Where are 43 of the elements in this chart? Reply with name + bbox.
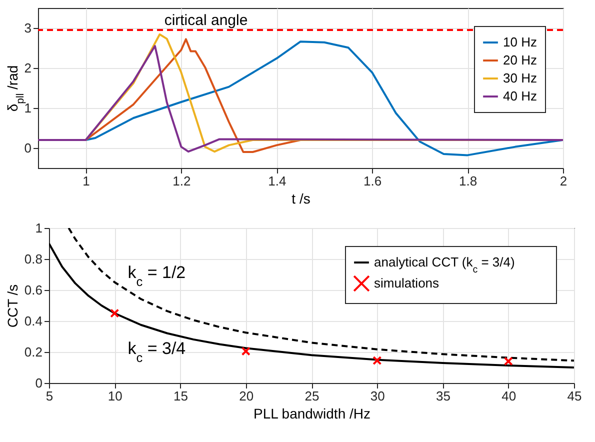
annotation: k$_{c}$ = 1/2 [128,262,186,288]
legend-label: 10 Hz [503,34,537,50]
line-series [49,242,574,368]
x-tick-label: 15 [174,388,188,404]
y-tick-label: 0.4 [24,314,42,328]
x-tick-label: 2 [560,174,568,188]
legend-label: 40 Hz [503,88,537,104]
x-tick-label: 40 [502,388,516,404]
x-axis-title: PLL bandwidth /Hz [254,406,370,422]
x-tick-label: 45 [567,388,582,404]
legend-label: analytical CCT (k$_{c}$ = 3/4) [374,254,515,275]
point [110,308,120,318]
y-tick-label: 0.2 [24,344,42,360]
x-tick-label: 35 [436,388,450,404]
y-tick-label: 0.6 [24,282,42,298]
point [241,346,250,356]
point [372,356,382,366]
x-tick-label: 20 [239,388,254,404]
y-tick-label: 0 [35,376,42,390]
legend-label: simulations [374,276,440,290]
y-tick-label: 3 [24,20,32,36]
x-tick-label: 1 [82,174,90,188]
line-series [68,228,574,362]
x-tick-label: 30 [370,388,385,404]
x-axis-title: t /s [292,190,310,206]
legend-label: 30 Hz [503,70,537,86]
y-axis-title: CCT /s [4,284,20,328]
y-tick-label: 0 [24,140,32,156]
y-tick-label: 2 [24,60,32,76]
x-tick-label: 1.6 [364,174,382,188]
y-tick-label: 1 [24,100,32,116]
x-tick-label: 5 [46,388,54,404]
annotation: k$_{c}$ = 3/4 [128,338,186,364]
x-tick-label: 1.4 [268,174,286,188]
ref-line-label: cirtical angle [164,12,248,29]
legend-label: 20 Hz [503,52,537,68]
y-tick-label: 1 [35,220,42,236]
x-tick-label: 1.8 [459,174,478,188]
point [504,356,513,366]
y-tick-label: 0.8 [24,252,42,266]
x-tick-label: 1.2 [172,174,191,188]
x-tick-label: 25 [304,388,320,404]
x-tick-label: 10 [108,388,122,404]
